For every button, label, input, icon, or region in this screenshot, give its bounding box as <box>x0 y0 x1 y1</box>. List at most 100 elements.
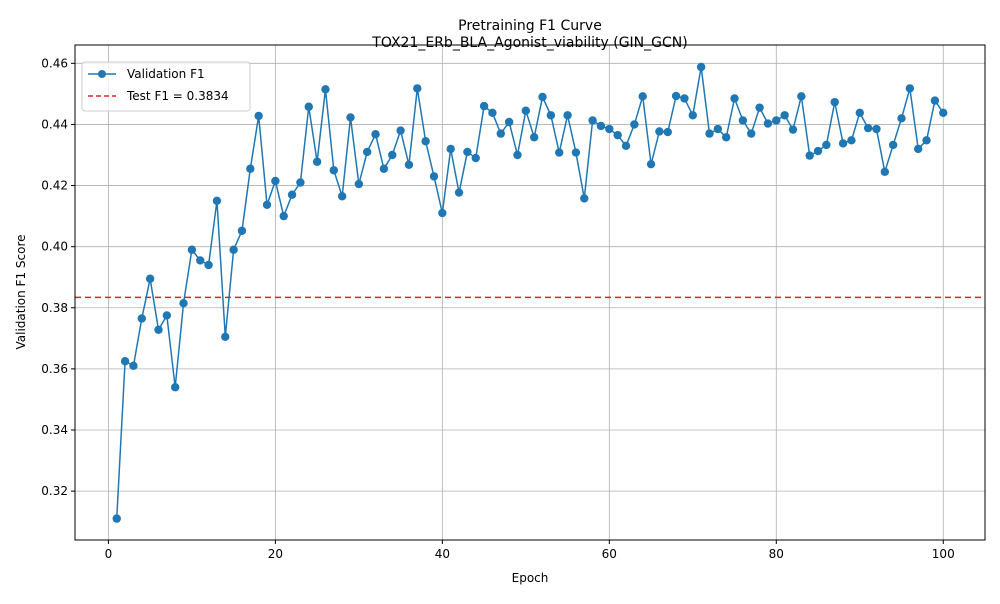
validation-f1-point <box>496 129 505 138</box>
validation-f1-point <box>237 226 247 235</box>
validation-f1-point <box>688 111 697 120</box>
x-tick-label: 20 <box>268 547 283 561</box>
validation-f1-point <box>630 120 639 129</box>
validation-f1-point <box>321 85 330 94</box>
legend-swatch-validation-marker <box>98 70 106 78</box>
validation-f1-point <box>429 172 439 181</box>
validation-f1-point <box>546 111 556 120</box>
legend-box <box>81 61 251 112</box>
x-tick-label: 0 <box>105 547 113 561</box>
validation-f1-point <box>287 190 297 199</box>
validation-f1-point <box>571 148 581 157</box>
validation-f1-point <box>354 179 364 189</box>
validation-f1-point <box>304 102 313 111</box>
validation-f1-point <box>755 103 764 112</box>
validation-f1-point <box>312 157 322 166</box>
validation-f1-point <box>563 111 572 120</box>
y-tick-label: 0.44 <box>41 117 68 131</box>
validation-f1-point <box>905 84 915 93</box>
validation-f1-point <box>254 111 263 121</box>
validation-f1-point <box>788 125 798 134</box>
y-axis-label: Validation F1 Score <box>14 234 28 349</box>
validation-f1-point <box>721 133 731 142</box>
validation-f1-point <box>162 311 172 320</box>
validation-f1-point <box>813 146 823 156</box>
validation-f1-point <box>137 314 146 323</box>
validation-f1-point <box>822 140 831 150</box>
series-layer <box>112 62 948 523</box>
validation-f1-point <box>872 124 881 134</box>
validation-f1-point <box>555 148 564 157</box>
x-tick-label: 80 <box>769 547 784 561</box>
validation-f1-point <box>346 113 355 122</box>
validation-f1-point <box>154 325 163 334</box>
validation-f1-point <box>129 361 138 371</box>
validation-f1-point <box>705 129 714 138</box>
validation-f1-point <box>446 144 455 154</box>
validation-f1-point <box>196 256 205 265</box>
validation-f1-point <box>538 92 547 102</box>
validation-f1-point <box>421 137 430 146</box>
validation-f1-point <box>271 176 280 186</box>
x-tick-label: 100 <box>932 547 955 561</box>
y-tick-label: 0.36 <box>41 362 68 376</box>
validation-f1-point <box>187 245 197 254</box>
validation-f1-point <box>605 124 614 134</box>
validation-f1-point <box>588 116 597 125</box>
y-axis-ticks: 0.32 0.34 0.36 0.38 0.40 0.42 0.44 0.46 <box>41 56 75 498</box>
validation-f1-point <box>479 101 489 111</box>
validation-f1-point <box>296 178 305 187</box>
validation-f1-point <box>529 133 539 142</box>
validation-f1-point <box>939 108 948 118</box>
validation-f1-point <box>212 196 222 206</box>
validation-f1-point <box>713 124 723 134</box>
validation-f1-point <box>229 245 238 254</box>
validation-f1-point <box>730 94 739 103</box>
validation-f1-point <box>246 164 255 173</box>
y-tick-label: 0.42 <box>41 179 68 193</box>
validation-f1-point <box>914 144 923 154</box>
validation-f1-line <box>115 66 944 519</box>
validation-f1-point <box>621 141 631 151</box>
validation-f1-point <box>438 208 447 218</box>
validation-f1-point <box>379 164 389 173</box>
validation-f1-point <box>279 211 288 221</box>
validation-f1-point <box>363 147 372 157</box>
validation-f1-point <box>471 153 480 163</box>
validation-f1-point <box>170 383 180 392</box>
validation-f1-point <box>396 126 405 135</box>
y-tick-label: 0.34 <box>41 423 68 437</box>
plot-frame <box>74 44 986 541</box>
validation-f1-point <box>880 167 890 177</box>
validation-f1-point <box>329 166 339 175</box>
validation-f1-point <box>797 92 806 101</box>
validation-f1-point <box>513 150 522 160</box>
validation-f1-point <box>888 140 898 150</box>
legend-label-validation: Validation F1 <box>127 67 205 81</box>
chart-title: Pretraining F1 Curve <box>458 18 602 34</box>
validation-f1-point <box>112 514 121 523</box>
validation-f1-point <box>120 357 130 366</box>
validation-f1-point <box>922 136 931 145</box>
y-tick-label: 0.32 <box>41 484 68 498</box>
validation-f1-point <box>738 116 748 125</box>
validation-f1-point <box>204 260 213 270</box>
validation-f1-point <box>488 108 497 118</box>
validation-f1-point <box>855 108 864 118</box>
validation-f1-point <box>463 147 472 157</box>
validation-f1-point <box>262 200 272 210</box>
validation-f1-point <box>337 192 347 201</box>
x-axis-label: Epoch <box>512 571 549 585</box>
validation-f1-point <box>655 127 664 136</box>
validation-f1-point <box>763 119 773 128</box>
validation-f1-point <box>680 94 689 103</box>
validation-f1-point <box>830 97 839 107</box>
chart-subtitle: TOX21_ERb_BLA_Agonist_viability (GIN_GCN… <box>371 35 687 51</box>
validation-f1-point <box>671 91 681 101</box>
validation-f1-point <box>145 274 155 283</box>
validation-f1-point <box>930 96 940 105</box>
legend: Validation F1 Test F1 = 0.3834 <box>81 61 251 112</box>
validation-f1-point <box>371 130 380 139</box>
